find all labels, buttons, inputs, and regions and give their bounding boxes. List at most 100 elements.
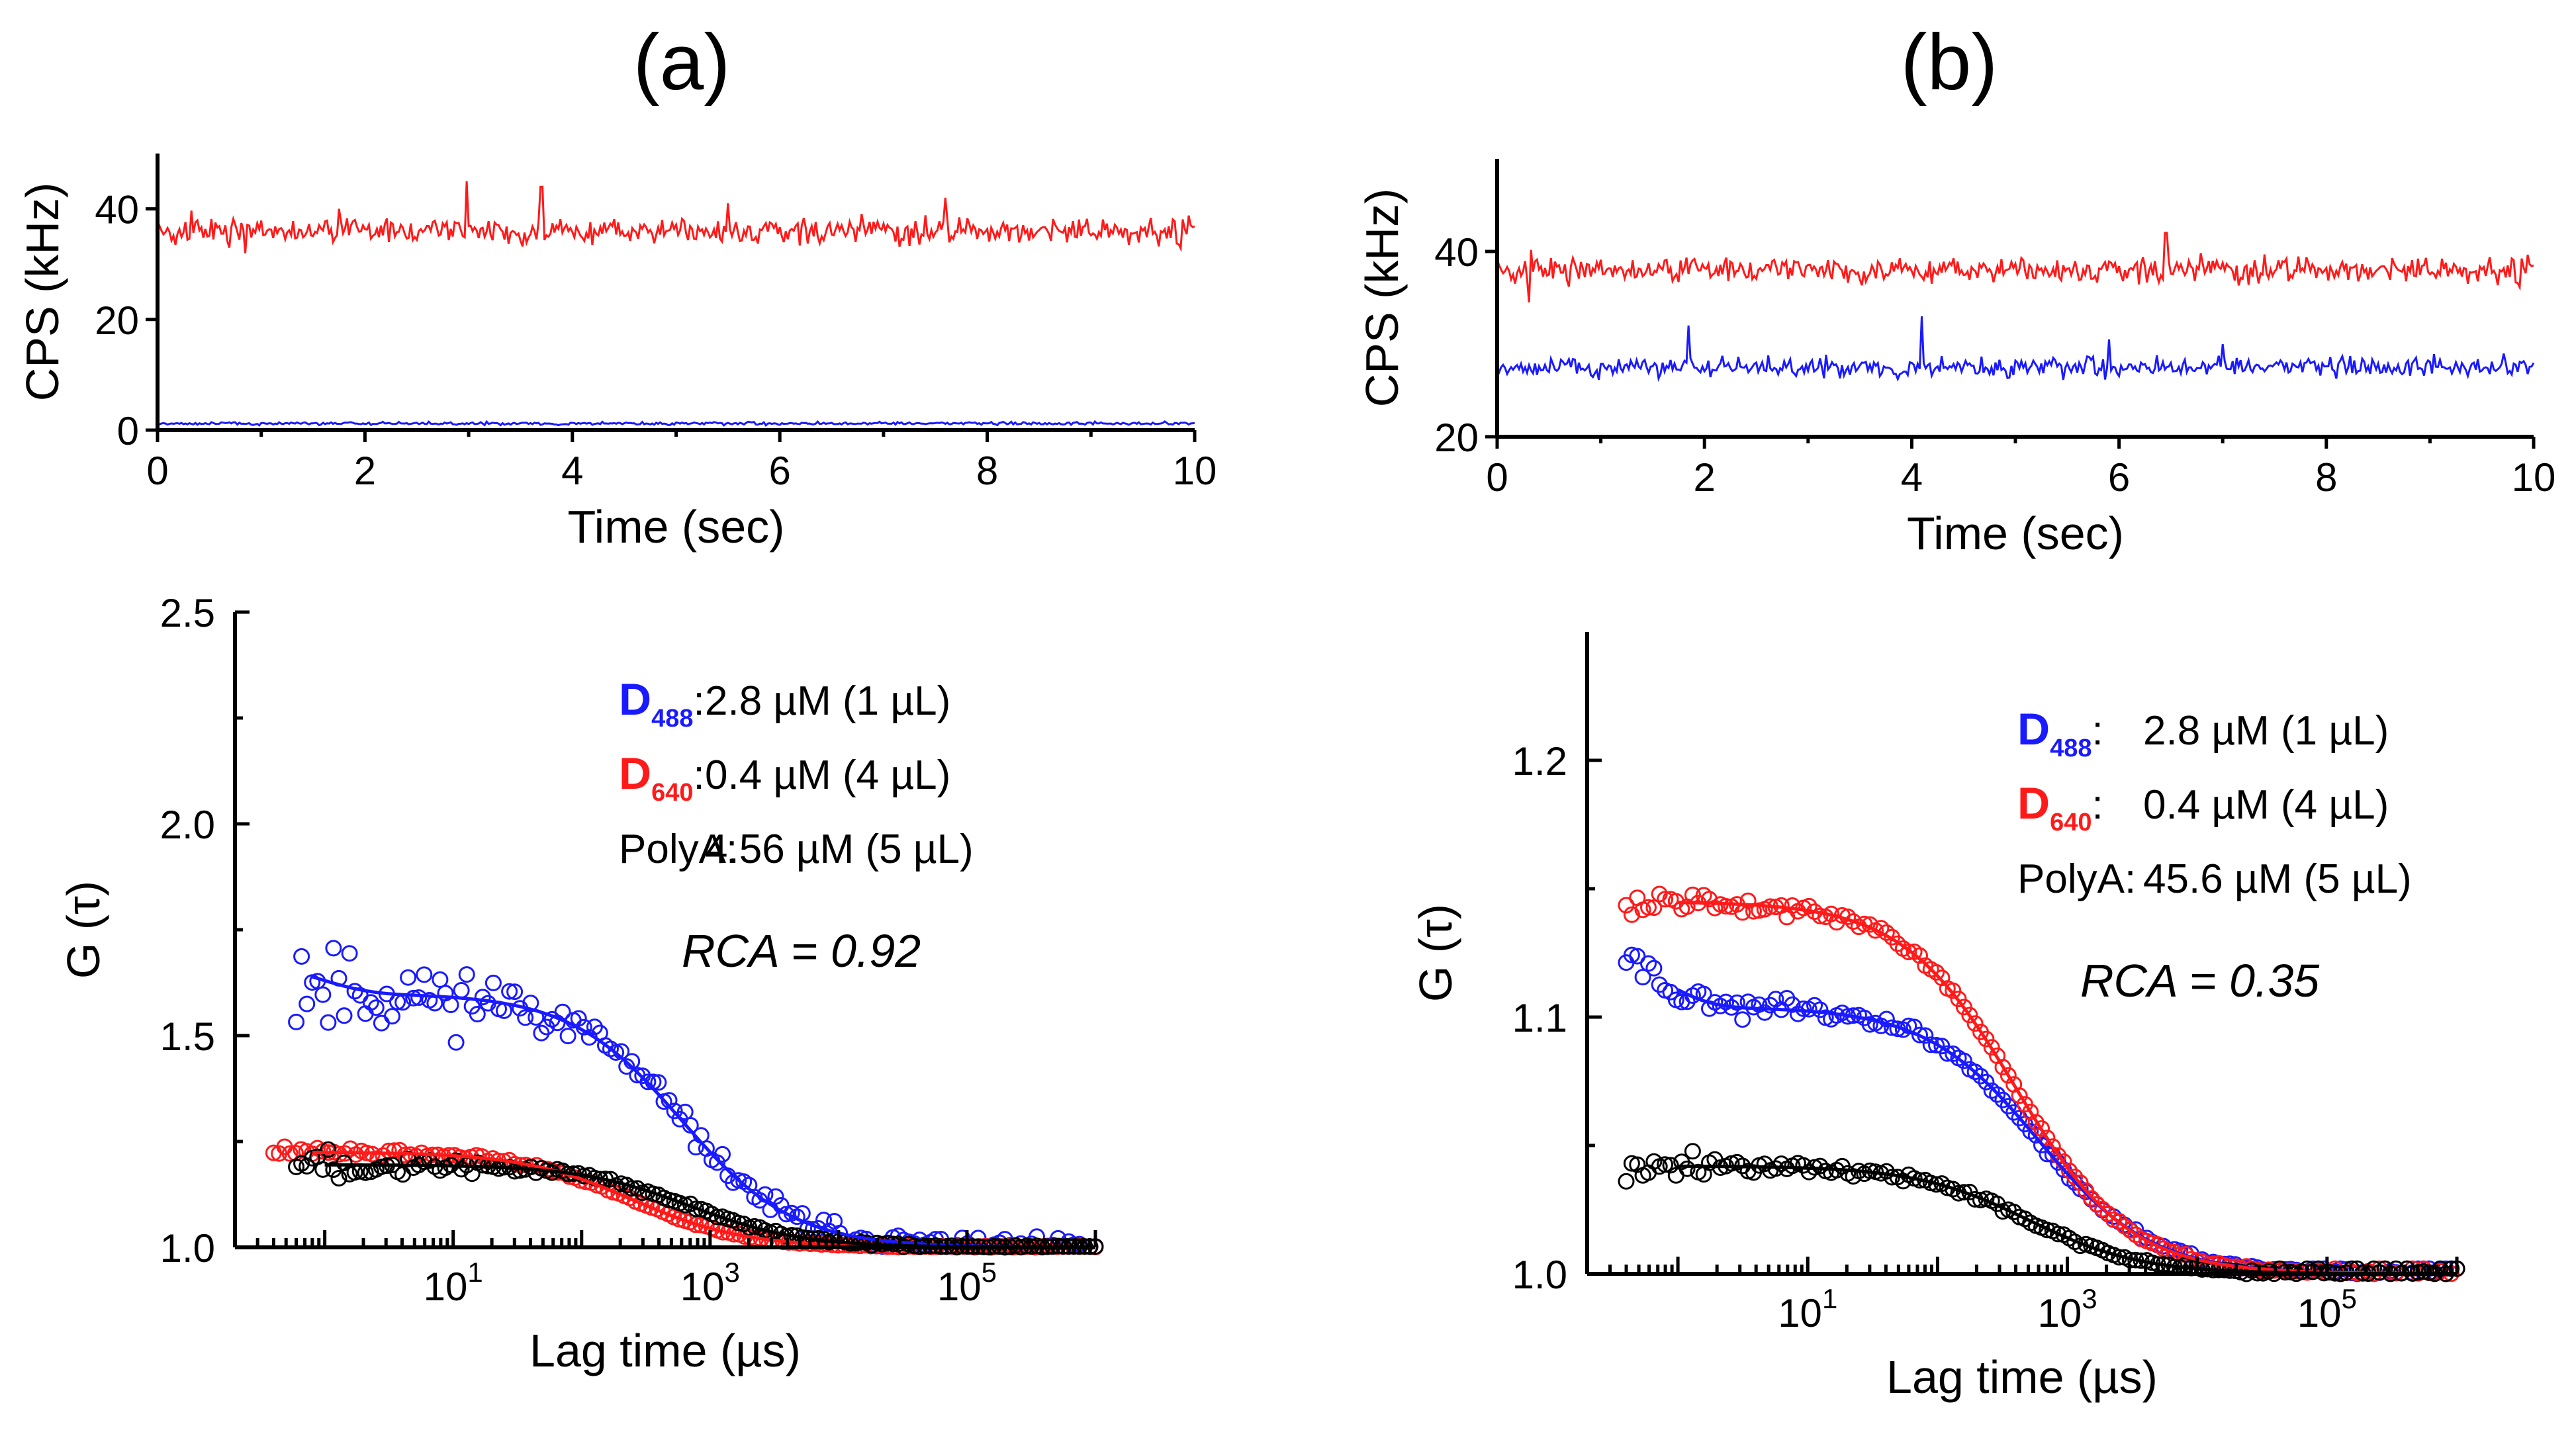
legend-subscript: 640 — [2050, 809, 2092, 836]
tick-base: 10 — [2297, 1291, 2342, 1335]
a-fcs-point-D488 — [405, 989, 422, 1006]
a-trace-series-0 — [156, 181, 1195, 253]
b-trace-x-tick-label: 4 — [1901, 455, 1923, 500]
b-fcs-point-D488 — [1928, 1037, 1945, 1053]
a-fcs-y-axis-title: G (τ) — [58, 881, 109, 979]
tick-exponent: 3 — [2082, 1283, 2097, 1314]
b-fcs-point-D488 — [1651, 976, 1668, 993]
a-fcs-point-D488 — [650, 1074, 667, 1091]
b-fcs-x-tick-label: 101 — [1778, 1283, 1837, 1335]
b-fcs-y-tick-label: 1.2 — [1512, 739, 1567, 783]
a-fcs-point-D488 — [442, 997, 459, 1013]
b-fcs-point-D488 — [1795, 1000, 1812, 1017]
a-fcs-point-D488 — [384, 1008, 400, 1025]
a-fcs-point-D488 — [416, 966, 433, 983]
legend-colon: : — [2092, 782, 2103, 828]
a-fcs-point-D488 — [666, 1102, 683, 1120]
a-fcs-y-tick-label: 2.5 — [160, 591, 215, 635]
a-fcs-point-D488 — [299, 995, 316, 1012]
legend-colon: : — [694, 678, 705, 724]
b-fcs-point-D640 — [1800, 897, 1817, 915]
a-fcs-y-tick-label: 2.0 — [160, 803, 215, 847]
a-fcs-point-PolyA — [320, 1141, 337, 1158]
b-fcs-x-tick-label: 103 — [2037, 1283, 2097, 1335]
a-trace-y-axis-title: CPS (kHz) — [17, 183, 68, 402]
b-fcs-point-D640 — [2039, 1130, 2056, 1147]
a-fcs-point-D488 — [484, 974, 502, 991]
a-fcs-point-D488 — [767, 1188, 784, 1205]
b-fcs-point-D640 — [1618, 897, 1635, 914]
b-trace-y-tick-label: 40 — [1434, 230, 1479, 275]
a-fcs-point-D640 — [281, 1145, 299, 1162]
b-fcs-point-D640 — [1784, 897, 1801, 914]
tick-base: 10 — [2037, 1291, 2082, 1335]
b-trace-chart: 0 2 4 6 8 10 20 40 Time (sec) CPS (kHz) — [1356, 159, 2555, 559]
a-fcs-legend-label: D488: — [619, 674, 705, 733]
b-fcs-point-PolyA — [1684, 1143, 1701, 1160]
b-fcs-point-D640 — [1900, 944, 1917, 961]
b-trace-x-axis-title: Time (sec) — [1907, 508, 2124, 559]
b-fcs-point-D640 — [1966, 1015, 1984, 1032]
b-fcs-point-PolyA — [1645, 1153, 1663, 1170]
a-fcs-point-D488 — [367, 999, 385, 1016]
tick-exponent: 3 — [725, 1257, 740, 1288]
a-fcs-point-D488 — [453, 982, 470, 999]
a-fcs-point-PolyA — [453, 1161, 470, 1178]
a-fcs-point-D488 — [336, 1007, 353, 1024]
a-fcs-point-D488 — [458, 966, 475, 983]
legend-main: D — [2017, 778, 2050, 828]
legend-subscript: 488 — [2050, 735, 2092, 762]
b-fcs-point-PolyA — [2376, 1260, 2393, 1277]
b-fcs-point-PolyA — [1618, 1173, 1635, 1190]
b-fcs-point-PolyA — [2343, 1260, 2360, 1277]
tick-exponent: 5 — [982, 1257, 997, 1288]
a-fcs-point-PolyA — [330, 1170, 347, 1186]
legend-main: D — [619, 748, 651, 799]
b-trace-x-tick-label: 0 — [1486, 455, 1508, 500]
b-fcs-point-D640 — [1645, 899, 1663, 916]
legend-subscript: 640 — [651, 779, 693, 807]
a-trace-x-tick-label: 0 — [146, 449, 168, 493]
a-fcs-y-tick-label: 1.5 — [160, 1014, 215, 1059]
a-fcs-point-PolyA — [394, 1166, 412, 1183]
b-fcs-point-D640 — [1845, 913, 1862, 930]
b-trace-x-tick-label: 6 — [2108, 455, 2130, 500]
legend-colon: : — [2092, 708, 2103, 754]
b-fcs-point-D640 — [2011, 1087, 2028, 1104]
b-fcs-point-D640 — [1640, 899, 1657, 916]
b-fcs-x-tick-label: 105 — [2297, 1283, 2357, 1335]
b-fcs-point-D640 — [2111, 1212, 2128, 1229]
a-fcs-point-D640 — [375, 1147, 392, 1164]
a-fcs-point-D488 — [714, 1145, 731, 1163]
b-fcs-y-axis-title: G (τ) — [1410, 904, 1461, 1002]
a-fcs-x-tick-label: 101 — [424, 1257, 483, 1309]
b-fcs-point-D640 — [1978, 1030, 1995, 1048]
b-fcs-point-D640 — [2094, 1200, 2111, 1218]
b-fcs-point-D488 — [1900, 1017, 1917, 1034]
a-fcs-point-D488 — [314, 986, 332, 1003]
b-trace-y-tick-label: 20 — [1434, 416, 1479, 460]
panel-label-a: (a) — [633, 18, 731, 107]
b-trace-series-0 — [1496, 232, 2534, 303]
b-fcs-y-tick-label: 1.0 — [1512, 1253, 1567, 1297]
a-fcs-x-tick-label: 105 — [937, 1257, 997, 1309]
a-fcs-rca-annotation: RCA = 0.92 — [682, 925, 921, 977]
b-fcs-point-D488 — [2005, 1104, 2023, 1121]
b-fcs-point-PolyA — [2050, 1226, 2067, 1243]
legend-colon: : — [694, 752, 705, 798]
b-fcs-point-PolyA — [2399, 1260, 2416, 1277]
legend-main: D — [619, 674, 651, 725]
tick-base: 10 — [937, 1265, 982, 1309]
b-trace-x-tick-label: 2 — [1694, 455, 1716, 500]
tick-base: 10 — [680, 1265, 725, 1309]
b-fcs-legend-label: PolyA: — [2017, 856, 2136, 902]
b-fcs-point-PolyA — [1657, 1156, 1674, 1173]
legend-main: PolyA: — [2017, 856, 2136, 902]
a-fcs-legend-value: 4.56 µM (5 µL) — [705, 827, 974, 872]
legend-main: PolyA: — [619, 827, 737, 872]
b-fcs-point-D488 — [1728, 994, 1745, 1011]
a-fcs-legend-value: 0.4 µM (4 µL) — [705, 752, 950, 798]
b-fcs-x-axis-title: Lag time (µs) — [1886, 1351, 2158, 1403]
b-fcs-point-D488 — [1955, 1052, 1972, 1069]
